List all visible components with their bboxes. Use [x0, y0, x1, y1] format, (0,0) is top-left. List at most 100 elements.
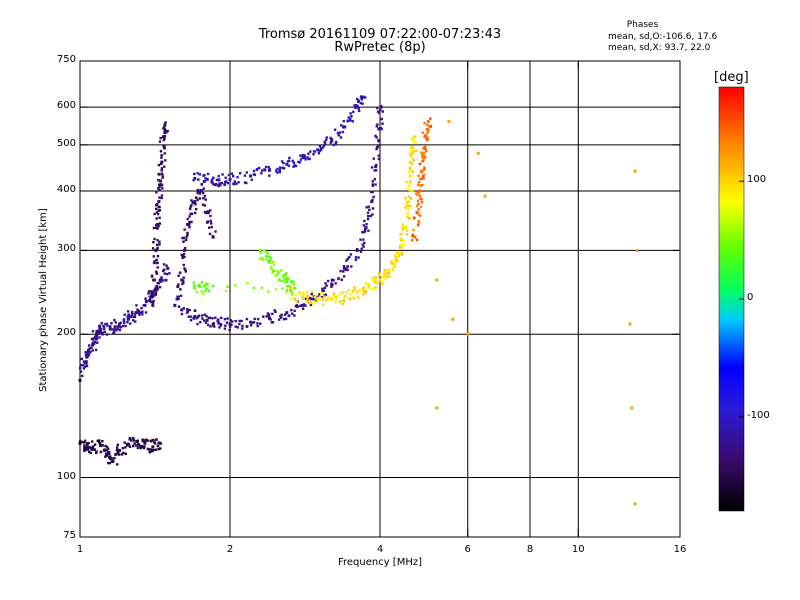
- data-point: [108, 452, 111, 456]
- data-point: [405, 180, 408, 184]
- data-point: [149, 448, 153, 451]
- data-point: [136, 446, 140, 450]
- data-point: [158, 209, 161, 212]
- data-point: [79, 370, 83, 373]
- data-point: [108, 461, 111, 465]
- data-point: [280, 160, 284, 163]
- data-point: [325, 136, 328, 139]
- data-point: [124, 324, 127, 328]
- data-point: [252, 169, 256, 173]
- data-point: [411, 151, 415, 155]
- data-point: [405, 202, 408, 205]
- data-point: [361, 95, 365, 99]
- data-point: [245, 171, 248, 174]
- data-point: [182, 307, 186, 310]
- data-point: [416, 192, 419, 195]
- data-point: [301, 156, 305, 160]
- data-point: [243, 174, 247, 177]
- data-point: [159, 447, 162, 450]
- data-point: [149, 290, 153, 293]
- data-point: [226, 285, 229, 288]
- data-point: [363, 286, 366, 289]
- data-point: [261, 258, 265, 261]
- data-point: [376, 110, 380, 113]
- data-point: [186, 310, 189, 313]
- data-point: [184, 238, 188, 242]
- data-point: [351, 120, 354, 123]
- data-point: [200, 314, 204, 317]
- data-point: [409, 179, 412, 183]
- data-point: [273, 309, 276, 312]
- data-point: [194, 207, 198, 211]
- data-point: [79, 363, 83, 367]
- data-point: [204, 177, 207, 180]
- data-point: [95, 333, 99, 336]
- data-point: [267, 313, 271, 316]
- data-point: [274, 274, 277, 277]
- data-point: [197, 178, 200, 181]
- data-point: [284, 273, 287, 276]
- y-tick-label: 300: [56, 243, 76, 255]
- data-point: [258, 257, 262, 261]
- data-point: [249, 320, 253, 324]
- data-point: [289, 297, 293, 301]
- data-point: [114, 452, 117, 456]
- data-point: [178, 271, 182, 275]
- data-point: [429, 125, 433, 128]
- data-point: [272, 263, 276, 266]
- data-point: [373, 169, 376, 172]
- data-point: [329, 141, 332, 144]
- data-point: [271, 271, 274, 275]
- data-point: [195, 196, 198, 199]
- data-point: [421, 184, 424, 187]
- data-point: [225, 321, 229, 324]
- data-point: [90, 440, 94, 443]
- data-point: [364, 291, 368, 294]
- data-point: [327, 296, 330, 299]
- data-point: [374, 169, 378, 172]
- data-point: [282, 318, 286, 321]
- data-point: [194, 202, 197, 206]
- data-point: [192, 178, 195, 182]
- data-point: [189, 205, 192, 208]
- data-point: [158, 441, 162, 445]
- data-point: [131, 444, 135, 448]
- data-point: [330, 138, 334, 141]
- data-point: [117, 448, 121, 452]
- data-point: [435, 278, 439, 282]
- data-point: [323, 142, 327, 145]
- data-point: [206, 220, 210, 223]
- data-point: [157, 447, 160, 451]
- colorbar-tick-label: -100: [747, 409, 770, 421]
- data-point: [157, 205, 160, 209]
- data-point: [267, 315, 271, 318]
- data-point: [410, 149, 413, 153]
- data-point: [149, 450, 153, 453]
- data-point: [381, 110, 384, 113]
- data-point: [397, 254, 401, 258]
- data-point: [404, 197, 407, 200]
- data-point: [151, 303, 155, 307]
- data-point: [212, 323, 215, 327]
- data-point: [158, 140, 162, 143]
- data-point: [83, 444, 86, 447]
- data-point: [417, 180, 421, 184]
- data-point: [419, 214, 422, 217]
- data-point: [346, 257, 349, 261]
- data-point: [177, 295, 180, 298]
- data-point: [421, 174, 425, 178]
- data-point: [108, 451, 111, 454]
- data-point: [99, 327, 103, 331]
- data-point: [205, 177, 209, 181]
- data-point: [126, 315, 129, 318]
- data-point: [155, 261, 158, 265]
- data-point: [399, 237, 403, 240]
- data-point: [153, 442, 157, 445]
- data-point: [376, 106, 379, 110]
- data-point: [163, 131, 166, 135]
- data-point: [284, 277, 288, 281]
- data-point: [127, 313, 130, 316]
- data-point: [152, 448, 155, 452]
- data-point: [349, 112, 352, 115]
- data-point: [83, 448, 86, 452]
